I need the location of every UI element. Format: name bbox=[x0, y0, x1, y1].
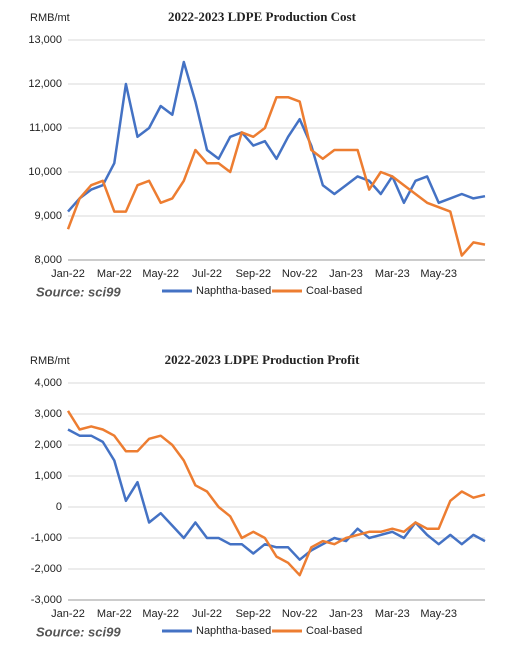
x-tick-label: Jul-22 bbox=[192, 608, 222, 620]
series-line bbox=[67, 428, 486, 561]
series-line bbox=[67, 60, 486, 213]
y-tick-label: 11,000 bbox=[29, 122, 62, 134]
x-tick-label: Sep-22 bbox=[236, 268, 271, 280]
legend-label: Coal-based bbox=[306, 625, 362, 637]
legend-label: Naphtha-based bbox=[196, 285, 271, 297]
source: Source: sci99 bbox=[36, 624, 121, 639]
y-tick-label: 1,000 bbox=[34, 470, 62, 482]
y-axis-label: RMB/mt bbox=[30, 355, 70, 367]
legend-label: Naphtha-based bbox=[196, 625, 271, 637]
series-line bbox=[66, 410, 486, 577]
x-tick-label: Jul-22 bbox=[192, 268, 222, 280]
y-tick-label: -3,000 bbox=[31, 594, 62, 606]
chart-title: 2022-2023 LDPE Production Profit bbox=[165, 352, 361, 367]
series-line bbox=[66, 95, 486, 257]
y-tick-label: 12,000 bbox=[28, 78, 62, 90]
x-tick-label: May-23 bbox=[420, 268, 457, 280]
y-tick-label: 2,000 bbox=[34, 439, 62, 451]
y-axis-label: RMB/mt bbox=[30, 12, 70, 24]
legend-label: Coal-based bbox=[306, 285, 362, 297]
x-tick-label: May-22 bbox=[142, 268, 179, 280]
y-tick-label: 3,000 bbox=[34, 408, 62, 420]
x-tick-label: Jan-22 bbox=[51, 268, 85, 280]
y-tick-label: 9,000 bbox=[34, 210, 62, 222]
x-tick-label: Jan-23 bbox=[329, 268, 363, 280]
x-tick-label: Nov-22 bbox=[282, 608, 317, 620]
chart-title: 2022-2023 LDPE Production Cost bbox=[168, 9, 357, 24]
source: Source: sci99 bbox=[36, 284, 121, 299]
y-tick-label: 13,000 bbox=[28, 34, 62, 46]
x-tick-label: Nov-22 bbox=[282, 268, 317, 280]
x-tick-label: Mar-23 bbox=[375, 608, 410, 620]
y-tick-label: -2,000 bbox=[31, 563, 62, 575]
x-tick-label: Mar-23 bbox=[375, 268, 410, 280]
x-tick-label: Sep-22 bbox=[236, 608, 271, 620]
x-tick-label: Mar-22 bbox=[97, 608, 132, 620]
y-tick-label: 4,000 bbox=[34, 377, 62, 389]
x-tick-label: Mar-22 bbox=[97, 268, 132, 280]
y-tick-label: 0 bbox=[56, 501, 62, 513]
x-tick-label: Jan-23 bbox=[329, 608, 363, 620]
x-tick-label: Jan-22 bbox=[51, 608, 85, 620]
y-tick-label: -1,000 bbox=[31, 532, 62, 544]
x-tick-label: May-22 bbox=[142, 608, 179, 620]
y-tick-label: 8,000 bbox=[34, 254, 62, 266]
x-tick-label: May-23 bbox=[420, 608, 457, 620]
y-tick-label: 10,000 bbox=[28, 166, 62, 178]
